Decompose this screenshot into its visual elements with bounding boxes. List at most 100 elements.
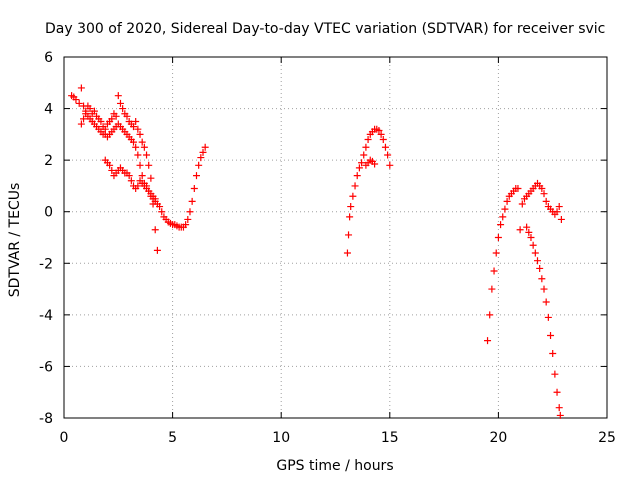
data-point <box>136 161 144 169</box>
data-point <box>147 174 155 182</box>
data-point <box>345 231 353 239</box>
data-points <box>68 84 565 419</box>
data-point <box>516 226 524 234</box>
data-point <box>77 84 85 92</box>
data-point <box>80 115 88 123</box>
data-point <box>145 161 153 169</box>
data-point <box>75 99 83 107</box>
x-tick-label: 0 <box>60 430 69 446</box>
data-point <box>527 234 535 241</box>
y-axis-label: SDTVAR / TECUs <box>7 183 23 298</box>
series-segment-1-lower <box>101 143 209 231</box>
data-point <box>153 246 161 254</box>
data-point <box>156 203 164 211</box>
data-point <box>533 257 541 265</box>
x-tick-label: 25 <box>598 430 616 446</box>
data-point <box>90 107 98 115</box>
data-point <box>97 117 105 125</box>
data-point <box>197 154 205 162</box>
x-axis: 0 5 10 15 20 25 <box>60 57 616 446</box>
data-point <box>377 130 385 138</box>
data-point <box>119 105 127 113</box>
data-point <box>201 143 209 151</box>
data-point <box>186 208 194 216</box>
data-point <box>486 311 494 319</box>
data-point <box>145 187 153 195</box>
data-point <box>553 208 561 216</box>
data-point <box>151 226 159 234</box>
y-tick-label: 6 <box>44 50 53 66</box>
data-point <box>364 136 372 144</box>
data-point <box>497 221 505 229</box>
data-point <box>503 197 511 205</box>
data-point <box>494 234 502 241</box>
data-point <box>77 120 85 128</box>
y-tick-label: -2 <box>39 256 53 272</box>
series-segment-3-drop <box>523 223 564 419</box>
data-point <box>125 172 133 180</box>
data-point <box>551 370 559 378</box>
data-point <box>351 182 359 190</box>
data-point <box>501 205 509 213</box>
data-point <box>192 172 200 180</box>
data-point <box>360 151 368 159</box>
data-point <box>132 117 140 125</box>
data-point <box>190 185 198 193</box>
grid <box>64 57 607 418</box>
data-point <box>195 161 203 169</box>
data-point <box>542 197 550 205</box>
x-axis-label: GPS time / hours <box>276 458 393 474</box>
data-point <box>346 213 354 221</box>
data-point <box>549 350 557 358</box>
data-point <box>518 200 526 208</box>
data-point <box>86 105 94 113</box>
data-point <box>525 228 533 236</box>
data-point <box>353 172 361 180</box>
y-tick-label: -6 <box>39 359 53 375</box>
data-point <box>379 136 387 144</box>
data-point <box>490 267 498 275</box>
data-point <box>375 126 383 134</box>
data-point <box>555 404 563 412</box>
series-segment-3-rise <box>484 179 565 345</box>
data-point <box>199 148 207 156</box>
data-point <box>343 249 351 257</box>
data-point <box>136 130 144 138</box>
data-point <box>529 241 537 249</box>
data-point <box>114 92 122 100</box>
data-point <box>538 185 546 193</box>
y-tick-label: 2 <box>44 153 53 169</box>
data-point <box>484 337 492 345</box>
data-point <box>188 197 196 205</box>
data-point <box>134 182 142 190</box>
data-point <box>106 161 114 169</box>
data-point <box>355 164 363 172</box>
y-tick-label: -8 <box>39 411 53 427</box>
chart-title: Day 300 of 2020, Sidereal Day-to-day VTE… <box>45 21 605 37</box>
data-point <box>112 112 120 120</box>
data-point <box>514 185 522 193</box>
data-point <box>132 143 140 151</box>
plot-frame <box>63 56 608 419</box>
data-point <box>347 203 355 211</box>
data-point <box>138 138 146 146</box>
series-segment-1-middle <box>77 110 159 203</box>
y-tick-label: 4 <box>44 102 53 118</box>
data-point <box>557 215 565 223</box>
data-point <box>381 143 389 151</box>
data-point <box>386 161 394 169</box>
x-tick-label: 20 <box>489 430 507 446</box>
y-tick-label: 0 <box>44 205 53 221</box>
data-point <box>544 313 552 321</box>
data-point <box>182 221 190 229</box>
data-point <box>556 411 564 419</box>
data-point <box>538 275 546 283</box>
data-point <box>108 115 116 123</box>
data-point <box>555 203 563 211</box>
series-segment-2 <box>343 125 394 257</box>
data-point <box>130 138 138 146</box>
x-tick-label: 10 <box>272 430 290 446</box>
data-point <box>349 192 357 200</box>
data-point <box>540 190 548 198</box>
data-point <box>358 159 366 167</box>
